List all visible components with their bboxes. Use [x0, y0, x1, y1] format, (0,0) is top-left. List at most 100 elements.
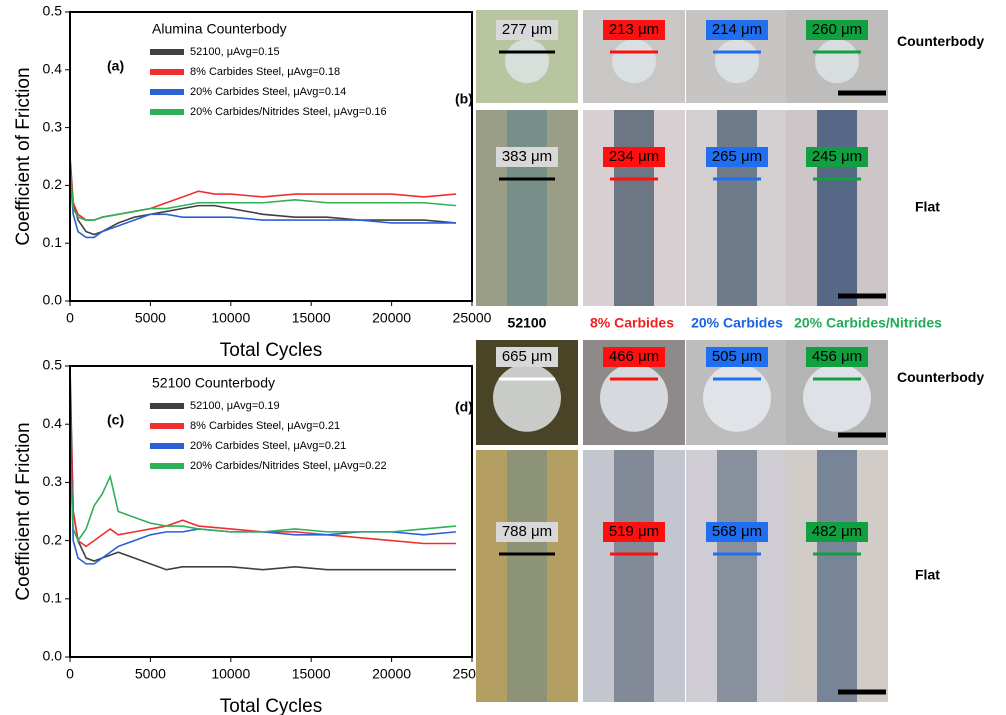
- panel-label: (d): [455, 399, 473, 415]
- x-tick-label: 0: [66, 310, 74, 326]
- wear-scar: [612, 39, 656, 84]
- wear-track: [817, 450, 857, 702]
- measure-label: 265 μm: [712, 148, 762, 165]
- wear-scar: [703, 363, 771, 432]
- measure-label: 456 μm: [812, 348, 862, 365]
- wear-scar: [715, 39, 759, 84]
- x-tick-label: 10000: [211, 310, 250, 326]
- legend-title: 52100 Counterbody: [152, 375, 275, 391]
- wear-scar: [493, 363, 561, 432]
- x-tick-label: 25000: [453, 310, 492, 326]
- x-tick-label: 15000: [292, 666, 331, 682]
- series-line: [69, 156, 456, 236]
- series-line: [69, 162, 456, 221]
- x-tick-label: 20000: [372, 310, 411, 326]
- panel-label: (a): [107, 58, 124, 74]
- x-tick-label: 10000: [211, 666, 250, 682]
- measure-label: 568 μm: [712, 523, 762, 540]
- y-tick-label: 0.0: [43, 648, 63, 664]
- x-tick-label: 5000: [135, 310, 166, 326]
- x-axis-label: Total Cycles: [220, 340, 322, 361]
- measure-box: [496, 20, 558, 40]
- measure-label: 466 μm: [609, 348, 659, 365]
- y-tick-label: 0.4: [43, 61, 63, 77]
- measure-box: [806, 147, 868, 167]
- y-tick-label: 0.4: [43, 415, 63, 431]
- x-axis-label: Total Cycles: [220, 696, 322, 715]
- measure-label: 260 μm: [812, 21, 862, 38]
- legend-label: 20% Carbides/Nitrides Steel, μAvg=0.22: [190, 460, 387, 472]
- series-line: [69, 365, 456, 571]
- measure-label: 214 μm: [712, 21, 762, 38]
- wear-track: [717, 450, 757, 702]
- y-tick-label: 0.1: [43, 234, 63, 250]
- panel-label: (c): [107, 412, 124, 428]
- wear-scar: [505, 39, 549, 84]
- wear-track: [507, 110, 547, 306]
- measure-box: [603, 20, 665, 40]
- wear-track: [614, 450, 654, 702]
- measure-label: 213 μm: [609, 21, 659, 38]
- measure-label: 788 μm: [502, 523, 552, 540]
- measure-box: [603, 147, 665, 167]
- legend-label: 52100, μAvg=0.15: [190, 46, 280, 58]
- column-label: 8% Carbides: [590, 315, 674, 331]
- measure-box: [603, 522, 665, 542]
- measure-box: [706, 147, 768, 167]
- wear-scar: [600, 363, 668, 432]
- measure-label: 482 μm: [812, 523, 862, 540]
- measure-box: [706, 347, 768, 367]
- column-label: 20% Carbides: [691, 315, 783, 331]
- wear-track: [717, 110, 757, 306]
- x-tick-label: 15000: [292, 310, 331, 326]
- series-line: [69, 173, 456, 239]
- measure-label: 505 μm: [712, 348, 762, 365]
- measure-box: [806, 347, 868, 367]
- measure-label: 519 μm: [609, 523, 659, 540]
- measure-box: [496, 347, 558, 367]
- measure-label: 245 μm: [812, 148, 862, 165]
- legend-label: 8% Carbides Steel, μAvg=0.21: [190, 420, 340, 432]
- measure-box: [806, 522, 868, 542]
- wear-scar: [803, 363, 871, 432]
- y-tick-label: 0.2: [43, 531, 63, 547]
- plot-frame: [69, 11, 473, 302]
- column-label: 20% Carbides/Nitrides: [794, 315, 942, 331]
- wear-track: [817, 110, 857, 306]
- series-line: [69, 424, 456, 565]
- series-line: [69, 167, 456, 221]
- measure-label: 234 μm: [609, 148, 659, 165]
- legend-label: 52100, μAvg=0.19: [190, 400, 280, 412]
- y-axis-label: Coefficient of Friction: [13, 422, 34, 600]
- row-label: Counterbody: [897, 369, 984, 385]
- measure-label: 383 μm: [502, 148, 552, 165]
- column-label: 52100: [508, 315, 547, 331]
- legend-label: 20% Carbides Steel, μAvg=0.21: [190, 440, 346, 452]
- legend-label: 20% Carbides/Nitrides Steel, μAvg=0.16: [190, 106, 387, 118]
- y-tick-label: 0.0: [43, 292, 63, 308]
- row-label: Counterbody: [897, 33, 984, 49]
- y-tick-label: 0.3: [43, 473, 63, 489]
- x-tick-label: 0: [66, 666, 74, 682]
- legend-label: 8% Carbides Steel, μAvg=0.18: [190, 66, 340, 78]
- measure-label: 277 μm: [502, 21, 552, 38]
- measure-box: [496, 522, 558, 542]
- y-tick-label: 0.2: [43, 176, 63, 192]
- legend-title: Alumina Counterbody: [152, 21, 287, 37]
- measure-box: [603, 347, 665, 367]
- measure-label: 665 μm: [502, 348, 552, 365]
- y-tick-label: 0.3: [43, 118, 63, 134]
- y-tick-label: 0.5: [43, 3, 63, 19]
- y-tick-label: 0.1: [43, 590, 63, 606]
- measure-box: [706, 20, 768, 40]
- measure-box: [706, 522, 768, 542]
- x-tick-label: 20000: [372, 666, 411, 682]
- y-tick-label: 0.5: [43, 357, 63, 373]
- legend-label: 20% Carbides Steel, μAvg=0.14: [190, 86, 346, 98]
- measure-box: [496, 147, 558, 167]
- plot-frame: [69, 365, 473, 658]
- wear-scar: [815, 39, 859, 84]
- panel-label: (b): [455, 91, 473, 107]
- measure-box: [806, 20, 868, 40]
